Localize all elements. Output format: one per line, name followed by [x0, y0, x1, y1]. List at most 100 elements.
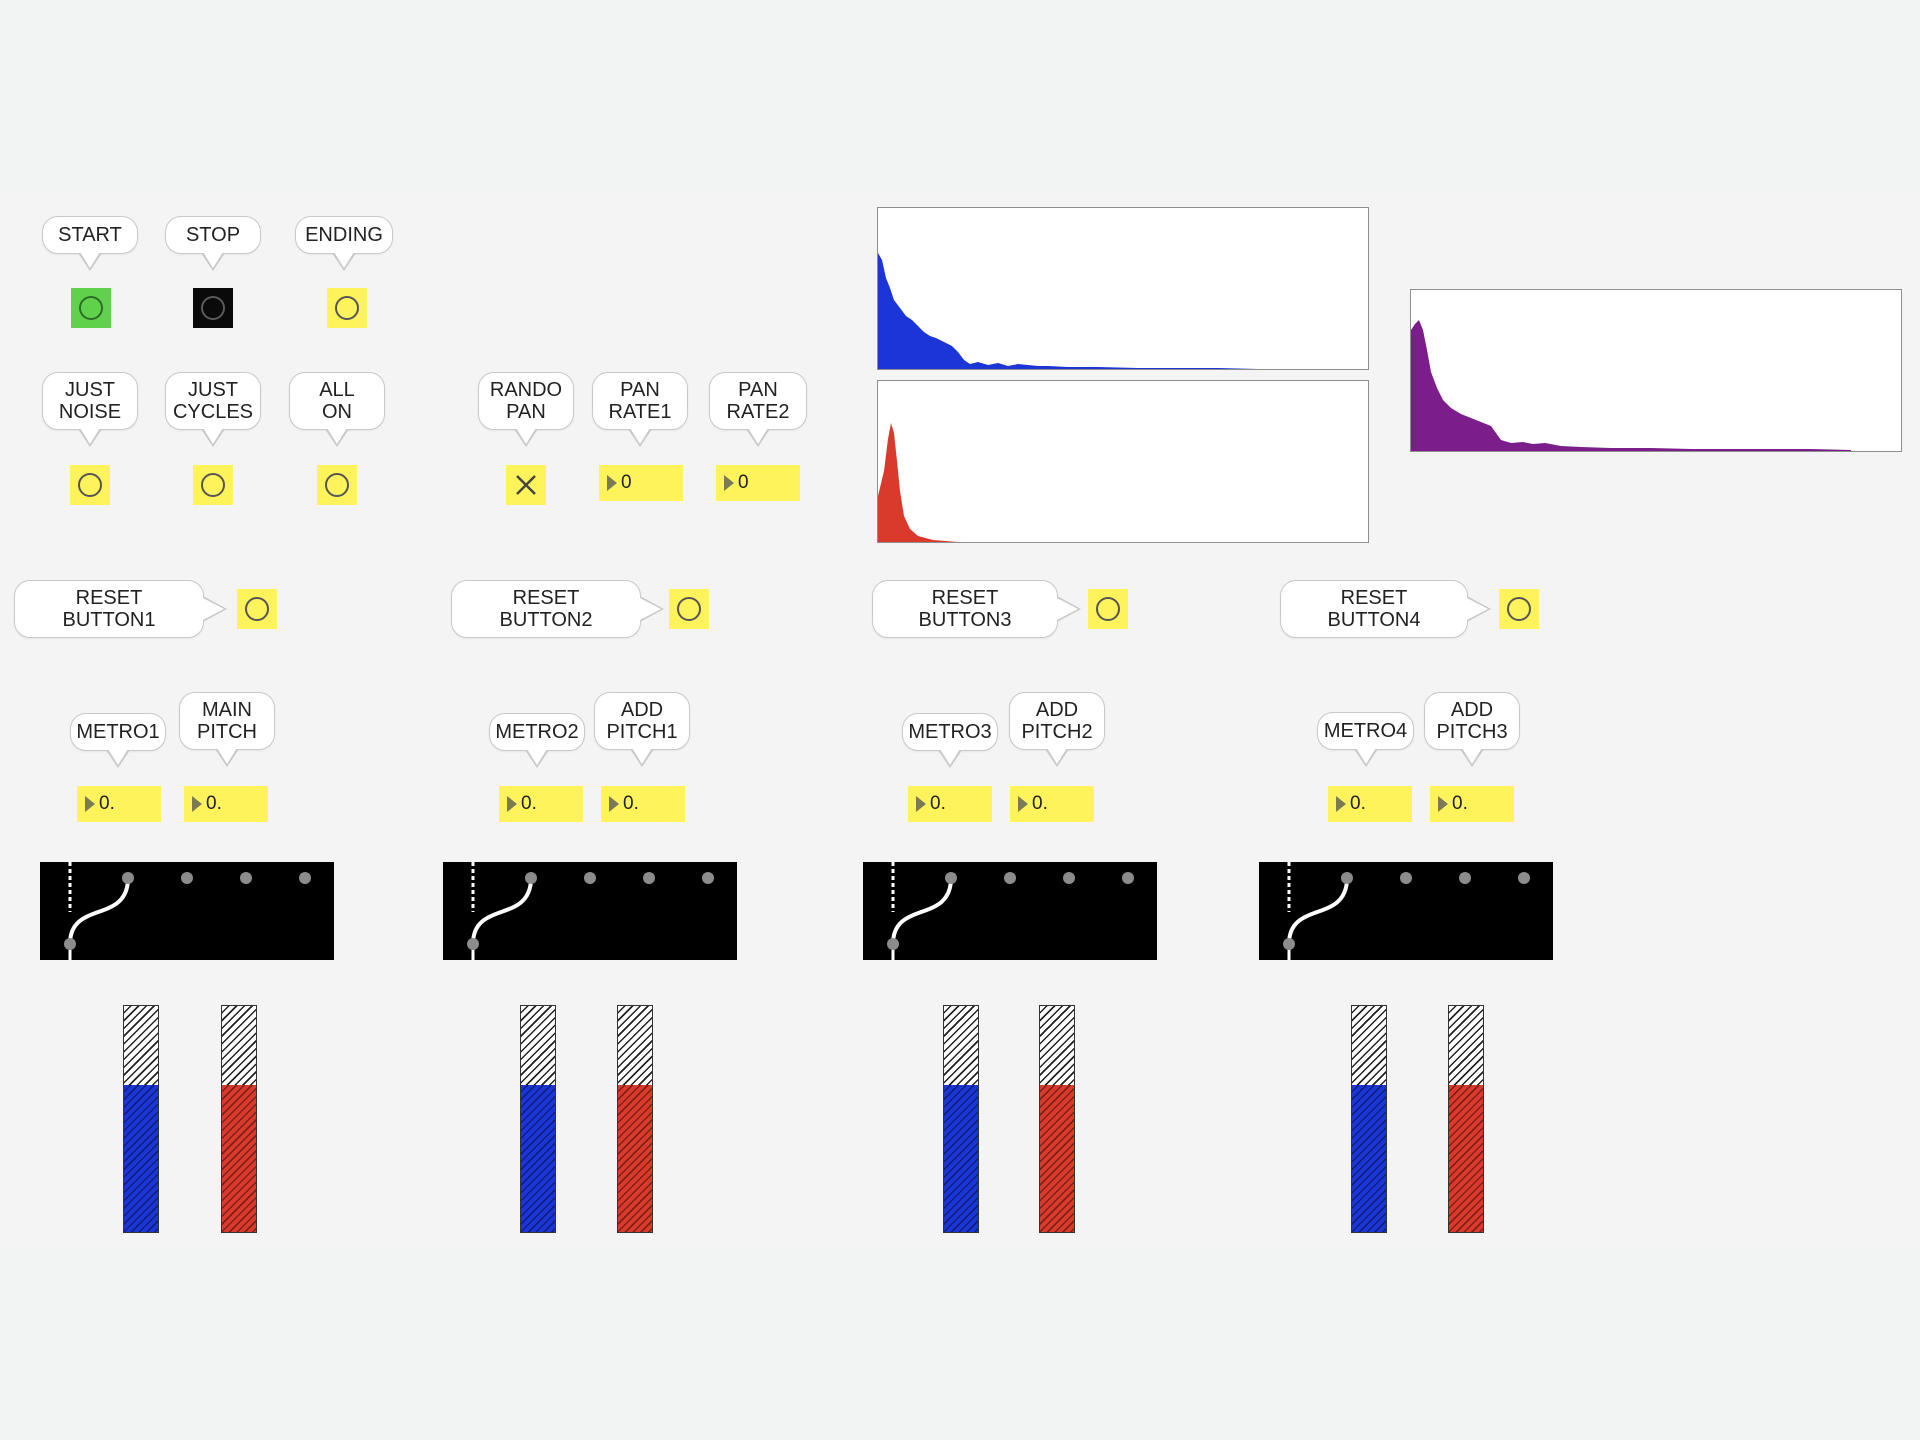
curve-path — [891, 877, 953, 945]
meter-fill-blue — [521, 1085, 555, 1232]
function-curve-editor-3[interactable] — [863, 862, 1157, 960]
reset-button1-comment: RESET BUTTON1 — [14, 580, 227, 638]
circle-icon — [335, 296, 359, 320]
stop-bang-button[interactable] — [193, 288, 233, 328]
main-pitch-value: 0. — [206, 793, 222, 814]
pan-rate1-label: PAN RATE1 — [608, 379, 672, 423]
all-on-comment: ALL ON — [289, 372, 385, 447]
just-cycles-label: JUST CYCLES — [172, 379, 254, 423]
curve-point — [64, 938, 76, 950]
circle-icon — [677, 597, 701, 621]
spectrum-blue-plot — [878, 253, 1318, 369]
triangle-icon — [724, 475, 734, 491]
pan-rate1-number-box[interactable]: 0 — [599, 465, 683, 501]
add-pitch1-value: 0. — [623, 793, 639, 814]
curve-point — [702, 872, 714, 884]
reset-button4-label: RESET BUTTON4 — [1327, 587, 1421, 631]
metro3-comment: METRO3 — [902, 713, 998, 768]
triangle-icon — [1438, 796, 1448, 812]
reset-button1-label: RESET BUTTON1 — [62, 587, 156, 631]
just-cycles-bang-button[interactable] — [193, 465, 233, 505]
curve-point — [887, 938, 899, 950]
curve-point — [467, 938, 479, 950]
metro3-number-box[interactable]: 0. — [908, 786, 992, 822]
triangle-icon — [1018, 796, 1028, 812]
reset-button3-bang[interactable] — [1088, 589, 1128, 629]
circle-icon — [78, 473, 102, 497]
pan-rate1-comment: PAN RATE1 — [592, 372, 688, 447]
curve-point — [181, 872, 193, 884]
metro2-number-box[interactable]: 0. — [499, 786, 583, 822]
metro3-label: METRO3 — [908, 721, 992, 743]
metro2-value: 0. — [521, 793, 537, 814]
spectroscope-purple — [1410, 289, 1902, 452]
triangle-icon — [1336, 796, 1346, 812]
spectrum-purple-area — [1411, 320, 1851, 451]
function-curve-editor-4[interactable] — [1259, 862, 1553, 960]
main-pitch-label: MAIN PITCH — [197, 699, 257, 743]
function-curve-editor-2[interactable] — [443, 862, 737, 960]
triangle-icon — [85, 796, 95, 812]
curve-point — [1341, 872, 1353, 884]
function-curve-editor-1[interactable] — [40, 862, 334, 960]
reset-button2-label: RESET BUTTON2 — [499, 587, 593, 631]
circle-icon — [325, 473, 349, 497]
pan-rate2-number-box[interactable]: 0 — [716, 465, 800, 501]
start-label: START — [58, 224, 122, 246]
metro1-comment: METRO1 — [70, 713, 166, 768]
reset-button2-comment: RESET BUTTON2 — [451, 580, 664, 638]
circle-icon — [1507, 597, 1531, 621]
all-on-label: ALL ON — [319, 379, 355, 423]
main-pitch-number-box[interactable]: 0. — [184, 786, 268, 822]
curve-path — [1287, 877, 1349, 945]
reset-button4-bang[interactable] — [1499, 589, 1539, 629]
metro2-label: METRO2 — [495, 721, 579, 743]
level-meter-2-right — [617, 1005, 653, 1233]
add-pitch2-value: 0. — [1032, 793, 1048, 814]
just-noise-bang-button[interactable] — [70, 465, 110, 505]
add-pitch3-comment: ADD PITCH3 — [1424, 692, 1520, 767]
spectrum-red-area — [878, 423, 958, 542]
ending-bang-button[interactable] — [327, 288, 367, 328]
meter-fill-red — [1040, 1085, 1074, 1232]
reset-button1-bang[interactable] — [237, 589, 277, 629]
add-pitch2-number-box[interactable]: 0. — [1010, 786, 1094, 822]
level-meter-2-left — [520, 1005, 556, 1233]
meter-fill-blue — [124, 1085, 158, 1232]
metro2-comment: METRO2 — [489, 713, 585, 768]
metro1-label: METRO1 — [76, 721, 160, 743]
add-pitch3-value: 0. — [1452, 793, 1468, 814]
curve-point — [1004, 872, 1016, 884]
x-icon — [516, 475, 536, 495]
ending-comment: ENDING — [295, 216, 393, 271]
start-bang-button[interactable] — [71, 288, 111, 328]
rando-pan-label: RANDO PAN — [489, 379, 563, 423]
rando-pan-comment: RANDO PAN — [478, 372, 574, 447]
metro1-number-box[interactable]: 0. — [77, 786, 161, 822]
level-meter-1-right — [221, 1005, 257, 1233]
curve-graphic — [1283, 862, 1530, 960]
pan-rate1-value: 0 — [621, 472, 632, 493]
metro4-number-box[interactable]: 0. — [1328, 786, 1412, 822]
circle-icon — [79, 296, 103, 320]
curve-point — [945, 872, 957, 884]
add-pitch3-number-box[interactable]: 0. — [1430, 786, 1514, 822]
just-noise-comment: JUST NOISE — [42, 372, 138, 447]
meter-fill-blue — [944, 1085, 978, 1232]
curve-point — [299, 872, 311, 884]
reset-button2-bang[interactable] — [669, 589, 709, 629]
curve-point — [1063, 872, 1075, 884]
all-on-bang-button[interactable] — [317, 465, 357, 505]
curve-point — [525, 872, 537, 884]
level-meter-1-left — [123, 1005, 159, 1233]
add-pitch1-number-box[interactable]: 0. — [601, 786, 685, 822]
just-noise-label: JUST NOISE — [58, 379, 122, 423]
level-meter-4-left — [1351, 1005, 1387, 1233]
triangle-icon — [507, 796, 517, 812]
curve-path — [471, 877, 533, 945]
spectrum-purple-plot — [1411, 320, 1851, 451]
curve-point — [1283, 938, 1295, 950]
triangle-icon — [609, 796, 619, 812]
rando-pan-toggle[interactable] — [506, 465, 546, 505]
